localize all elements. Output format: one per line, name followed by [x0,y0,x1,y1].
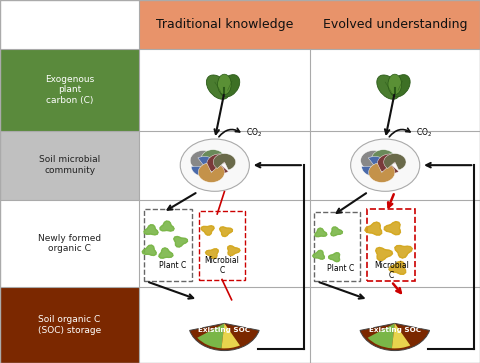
Polygon shape [384,222,400,235]
Wedge shape [221,323,240,348]
Polygon shape [395,245,412,258]
Bar [199,211,245,280]
Text: Soil organic C
(SOC) storage: Soil organic C (SOC) storage [38,315,101,335]
Wedge shape [392,323,410,348]
Wedge shape [207,154,233,174]
Text: CO$_2$: CO$_2$ [416,127,432,139]
Text: Microbial
C: Microbial C [374,261,408,280]
Polygon shape [220,227,232,237]
Polygon shape [365,222,382,235]
Wedge shape [190,151,216,170]
Polygon shape [228,246,240,256]
Ellipse shape [377,75,400,99]
Polygon shape [142,245,156,256]
Text: Existing SOC: Existing SOC [198,327,251,333]
Text: Plant C: Plant C [327,264,355,273]
Polygon shape [205,249,218,258]
Wedge shape [372,150,396,168]
Wedge shape [369,163,395,183]
Ellipse shape [206,75,229,99]
Polygon shape [313,250,324,259]
Text: Evolved understanding: Evolved understanding [323,18,467,31]
Bar [367,209,415,281]
Polygon shape [329,253,340,262]
Wedge shape [197,323,225,348]
Wedge shape [202,150,225,168]
Bar [0,131,139,200]
Text: Plant C: Plant C [159,261,186,270]
Bar [314,212,360,281]
Ellipse shape [220,75,240,97]
Bar [0,0,480,49]
Wedge shape [213,154,236,170]
Text: Soil microbial
community: Soil microbial community [39,155,100,175]
Circle shape [180,139,250,191]
Polygon shape [144,225,158,235]
Text: Existing SOC: Existing SOC [369,327,421,333]
Ellipse shape [217,74,231,95]
Polygon shape [201,226,214,235]
Text: CO$_2$: CO$_2$ [246,127,262,139]
Polygon shape [331,227,342,236]
Text: Newly formed
organic C: Newly formed organic C [38,233,101,253]
Bar [0,0,139,49]
Text: Microbial
C: Microbial C [204,256,240,276]
Polygon shape [159,248,173,258]
Ellipse shape [390,75,410,97]
Wedge shape [192,156,217,176]
Wedge shape [384,154,406,170]
Polygon shape [376,248,393,260]
Polygon shape [315,228,327,237]
Wedge shape [362,156,388,176]
Ellipse shape [388,74,402,95]
Text: Traditional knowledge: Traditional knowledge [156,18,293,31]
Wedge shape [360,151,387,170]
Bar [0,287,139,363]
Polygon shape [160,221,174,231]
Polygon shape [174,236,188,247]
Wedge shape [368,323,395,348]
Polygon shape [389,261,406,274]
Wedge shape [360,323,430,351]
Wedge shape [198,163,225,183]
Bar [144,209,192,281]
Wedge shape [190,323,259,351]
Text: Exogenous
plant
carbon (C): Exogenous plant carbon (C) [45,75,94,105]
Circle shape [350,139,420,191]
Wedge shape [377,154,403,174]
Bar [0,49,139,131]
Bar [0,200,139,287]
